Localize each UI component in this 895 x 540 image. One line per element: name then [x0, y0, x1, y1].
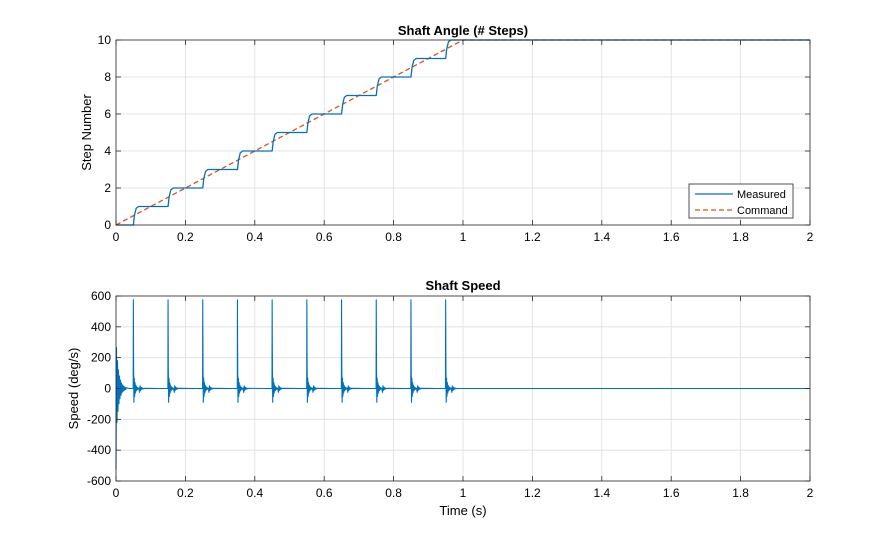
- x-tick-label: 0: [113, 230, 120, 244]
- x-tick-label: 0: [113, 486, 120, 500]
- series-speed-line: [115, 299, 810, 470]
- x-tick-label: 1: [460, 486, 467, 500]
- x-tick-label: 0.8: [385, 486, 402, 500]
- x-tick-label: 0.2: [177, 230, 194, 244]
- x-tick-label: 0.6: [316, 486, 333, 500]
- x-tick-label: 1.2: [524, 230, 541, 244]
- shaft-speed-ylabel: Speed (deg/s): [66, 348, 81, 430]
- x-tick-label: 0.4: [246, 230, 263, 244]
- x-tick-label: 1.8: [732, 486, 749, 500]
- x-tick-label: 1: [460, 230, 467, 244]
- x-tick-label: 1.4: [593, 486, 610, 500]
- x-tick-label: 0.4: [246, 486, 263, 500]
- y-tick-label: 4: [104, 144, 111, 158]
- y-tick-label: -600: [87, 474, 111, 488]
- y-tick-label: 200: [91, 351, 111, 365]
- y-tick-label: -400: [87, 443, 111, 457]
- x-tick-label: 1.8: [732, 230, 749, 244]
- shaft-speed-tick-labels: 0 0.2 0.4 0.6 0.8 1 1.2 1.4 1.6 1.8 2 -600 -400 -200 0…: [87, 289, 814, 500]
- y-tick-label: 0: [104, 382, 111, 396]
- y-tick-label: 0: [104, 218, 111, 232]
- shaft-speed-axes: 0 0.2 0.4 0.6 0.8 1 1.2 1.4 1.6 1.8 2 -600 -400 -200 0…: [66, 278, 814, 518]
- series-measured-line: [116, 39, 810, 226]
- legend-box: [688, 183, 794, 219]
- shaft-angle-axes: 0 0.2 0.4 0.6 0.8 1 1.2 1.4 1.6 1.8 2 0 2 4 6 8 10 Shaft…: [79, 23, 814, 244]
- y-tick-label: 6: [104, 107, 111, 121]
- shaft-angle-title: Shaft Angle (# Steps): [398, 23, 528, 38]
- x-tick-label: 1.6: [663, 486, 680, 500]
- shaft-angle-ylabel: Step Number: [79, 94, 94, 171]
- y-tick-label: -200: [87, 412, 111, 426]
- x-tick-label: 1.4: [593, 230, 610, 244]
- y-tick-label: 10: [98, 33, 112, 47]
- shaft-angle-tick-labels: 0 0.2 0.4 0.6 0.8 1 1.2 1.4 1.6 1.8 2 0 2 4 6 8 10: [98, 33, 814, 244]
- shaft-speed-series: [115, 299, 810, 470]
- x-tick-label: 2: [807, 230, 814, 244]
- x-tick-label: 0.2: [177, 486, 194, 500]
- y-tick-label: 8: [104, 70, 111, 84]
- y-tick-label: 400: [91, 320, 111, 334]
- x-tick-label: 0.8: [385, 230, 402, 244]
- shaft-speed-title: Shaft Speed: [425, 278, 500, 293]
- legend-command-label: Command: [737, 205, 788, 217]
- x-tick-label: 1.6: [663, 230, 680, 244]
- x-tick-label: 0.6: [316, 230, 333, 244]
- legend: Measured Command: [688, 183, 794, 219]
- x-tick-label: 1.2: [524, 486, 541, 500]
- y-tick-label: 600: [91, 289, 111, 303]
- y-tick-label: 2: [104, 181, 111, 195]
- x-tick-label: 2: [807, 486, 814, 500]
- legend-measured-label: Measured: [737, 189, 786, 201]
- shaft-speed-xlabel: Time (s): [439, 503, 486, 518]
